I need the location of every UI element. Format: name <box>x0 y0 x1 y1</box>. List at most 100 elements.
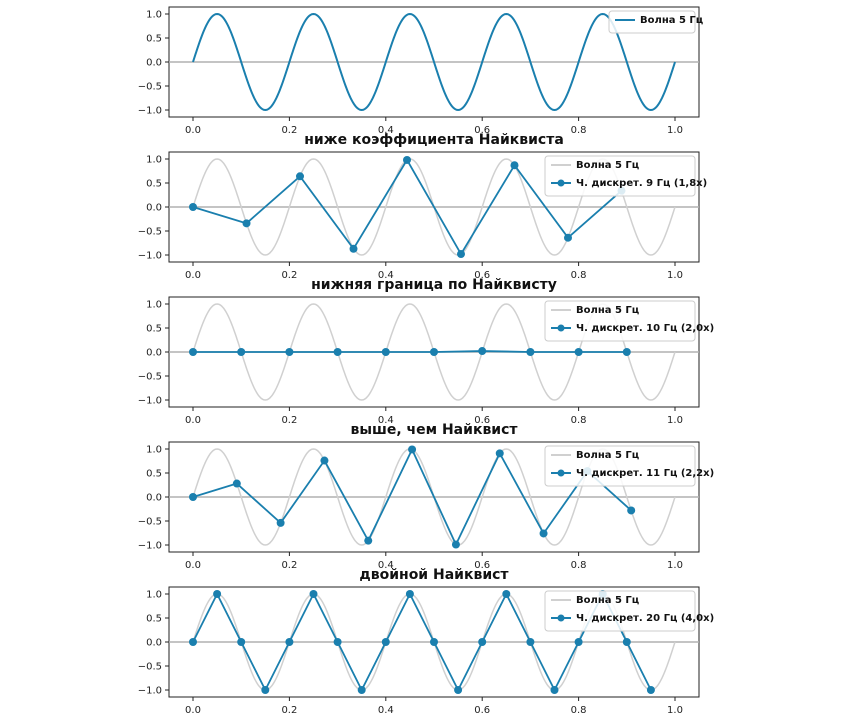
subplot-3: нижняя граница по Найквисту 1.0 0.5 0.0 −0.5… <box>138 277 714 426</box>
legend-samples-marker <box>557 469 565 477</box>
sample-point <box>189 203 197 211</box>
legend: Волна 5 Гц Ч. дискрет. 11 Гц (2,2х) <box>544 445 714 487</box>
x-tick-label: 1.0 <box>667 270 683 281</box>
legend-samples-label: Ч. дискрет. 20 Гц (4,0х) <box>576 613 714 624</box>
y-tick-label: 0.0 <box>146 638 162 649</box>
sample-point <box>574 638 583 646</box>
legend: Волна 5 Гц Ч. дискрет. 9 Гц (1,8х) <box>544 155 707 197</box>
sample-point <box>456 250 465 259</box>
legend-samples-marker <box>557 324 565 332</box>
sample-point <box>430 638 438 646</box>
x-tick-label: 0.8 <box>571 705 587 716</box>
x-tick-label: 1.0 <box>667 125 683 136</box>
legend-box <box>544 300 696 342</box>
sample-point <box>574 348 583 356</box>
legend-wave-label: Волна 5 Гц <box>576 595 639 606</box>
y-tick-label: −1.0 <box>138 106 162 117</box>
x-tick-label: 0.6 <box>474 560 490 571</box>
sample-point <box>478 347 487 356</box>
sample-point <box>381 638 390 646</box>
sample-point <box>563 233 572 242</box>
x-tick-label: 0.0 <box>185 705 201 716</box>
series-samples-line <box>192 591 652 693</box>
sample-point <box>454 686 463 694</box>
subplot-title: выше, чем Найквист <box>350 422 518 438</box>
y-tick-label: 1.0 <box>146 445 162 456</box>
y-tick-label: −0.5 <box>138 517 162 528</box>
legend: Волна 5 Гц Ч. дискрет. 20 Гц (4,0х) <box>544 590 714 632</box>
sample-point <box>232 479 241 488</box>
y-tick-label: 0.0 <box>146 58 162 69</box>
x-tick-label: 0.0 <box>185 415 201 426</box>
legend-wave-label: Волна 5 Гц <box>640 15 703 26</box>
y-tick-label: 0.0 <box>146 203 162 214</box>
legend-samples-label: Ч. дискрет. 10 Гц (2,0х) <box>576 323 714 334</box>
x-tick-label: 0.2 <box>281 560 297 571</box>
legend-wave-label: Волна 5 Гц <box>576 450 639 461</box>
sample-point <box>285 348 294 356</box>
sample-point <box>381 348 390 356</box>
x-tick-label: 0.4 <box>378 705 394 716</box>
x-tick-label: 0.0 <box>185 270 201 281</box>
sample-point <box>622 348 631 356</box>
x-tick-label: 0.6 <box>474 270 490 281</box>
sample-point <box>285 638 294 646</box>
x-tick-label: 0.0 <box>185 125 201 136</box>
sample-point <box>189 493 197 501</box>
y-tick-label: −0.5 <box>138 662 162 673</box>
legend-samples-label: Ч. дискрет. 11 Гц (2,2х) <box>576 468 714 479</box>
sample-point <box>357 686 366 694</box>
y-tick-label: 1.0 <box>146 300 162 311</box>
y-tick-label: 0.5 <box>146 179 162 190</box>
sample-point <box>478 638 487 646</box>
sample-point <box>320 456 329 465</box>
x-tick-label: 0.8 <box>571 125 587 136</box>
y-tick-label: 0.0 <box>146 348 162 359</box>
x-tick-label: 1.0 <box>667 705 683 716</box>
subplot-4: выше, чем Найквист 1.0 0.5 0.0 −0.5 −1.0 0.0 0.… <box>138 422 714 571</box>
legend-samples-label: Ч. дискрет. 9 Гц (1,8х) <box>576 178 707 189</box>
sample-point <box>430 348 438 356</box>
x-tick-label: 0.2 <box>281 415 297 426</box>
legend-samples-marker <box>557 614 565 622</box>
x-tick-label: 0.2 <box>281 125 297 136</box>
sample-point <box>242 219 251 228</box>
y-tick-label: 0.5 <box>146 614 162 625</box>
x-tick-label: 0.4 <box>378 270 394 281</box>
sample-point <box>539 529 548 538</box>
x-tick-label: 1.0 <box>667 415 683 426</box>
series-samples-line <box>193 350 627 353</box>
x-tick-label: 0.6 <box>474 125 490 136</box>
x-tick-label: 0.4 <box>378 415 394 426</box>
x-tick-label: 0.2 <box>281 705 297 716</box>
y-tick-label: 1.0 <box>146 590 162 601</box>
sample-point <box>237 348 246 356</box>
sample-point <box>627 506 636 515</box>
y-tick-label: 1.0 <box>146 10 162 21</box>
y-tick-label: 0.5 <box>146 469 162 480</box>
legend-samples-marker <box>557 179 565 187</box>
sample-point <box>408 445 417 454</box>
y-tick-label: −1.0 <box>138 541 162 552</box>
x-tick-label: 0.6 <box>474 705 490 716</box>
x-tick-label: 0.4 <box>378 560 394 571</box>
legend: Волна 5 Гц Ч. дискрет. 10 Гц (2,0х) <box>544 300 714 342</box>
y-tick-label: −1.0 <box>138 251 162 262</box>
sample-point <box>309 590 318 598</box>
sample-point <box>333 348 342 356</box>
legend-box <box>544 590 696 632</box>
legend-wave-label: Волна 5 Гц <box>576 305 639 316</box>
x-tick-label: 0.0 <box>185 560 201 571</box>
x-tick-label: 0.8 <box>571 560 587 571</box>
legend: Волна 5 Гц <box>608 10 703 34</box>
sample-point <box>349 244 358 253</box>
y-tick-label: 1.0 <box>146 155 162 166</box>
legend-wave-label: Волна 5 Гц <box>576 160 639 171</box>
sample-point <box>364 536 373 545</box>
subplot-2: ниже коэффициента Найквиста 1.0 0.5 0.0 −0.5… <box>138 132 707 281</box>
legend-box <box>544 445 696 487</box>
sample-point <box>296 172 305 181</box>
x-tick-label: 0.2 <box>281 270 297 281</box>
y-tick-label: −0.5 <box>138 82 162 93</box>
